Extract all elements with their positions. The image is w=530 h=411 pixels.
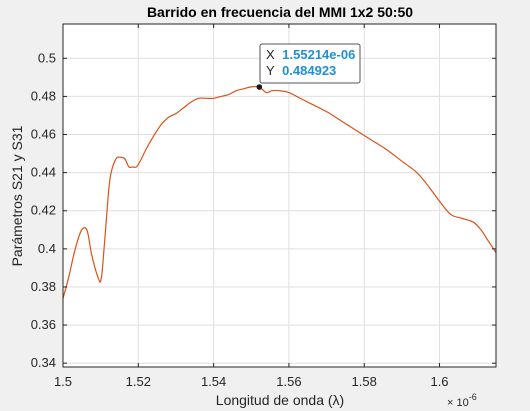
x-tick-label: 1.58: [352, 374, 377, 389]
x-tick-label: 1.56: [276, 374, 301, 389]
datatip-y-key: Y: [266, 63, 275, 78]
chart-title: Barrido en frecuencia del MMI 1x2 50:50: [147, 4, 413, 20]
x-exponent-base: × 10: [447, 397, 469, 409]
datatip-y-row: Y 0.484923: [266, 63, 336, 78]
x-tick-label: 1.54: [201, 374, 226, 389]
y-tick-label: 0.36: [31, 317, 56, 332]
x-axis-label: Longitud de onda (λ): [216, 392, 344, 408]
y-tick-label: 0.46: [31, 127, 56, 142]
y-axis-label: Parámetros S21 y S31: [9, 125, 25, 266]
tick-layer: 1.5 1.52 1.54 1.56 1.58 1.6 0.34 0.36 0.38 0.4 0.4…: [31, 24, 496, 389]
y-tick-label: 0.38: [31, 279, 56, 294]
datatip-x-row: X 1.55214e-06: [266, 47, 355, 62]
datatip-y-value: 0.484923: [282, 63, 336, 78]
x-tick-label: 1.5: [54, 374, 72, 389]
y-tick-label: 0.5: [38, 50, 56, 65]
datatip-x-key: X: [266, 47, 275, 62]
y-tick-label: 0.42: [31, 203, 56, 218]
y-tick-label: 0.4: [38, 241, 56, 256]
x-exponent: × 10-6: [447, 392, 477, 409]
datatip-box: [259, 43, 361, 84]
y-tick-label: 0.34: [31, 355, 56, 370]
data-layer: [62, 84, 497, 299]
datatip-x-value: 1.55214e-06: [282, 47, 355, 62]
x-tick-label: 1.52: [126, 374, 151, 389]
grid-lines: [62, 24, 496, 367]
x-tick-label: 1.6: [430, 374, 448, 389]
x-exponent-power: -6: [469, 392, 477, 402]
plot-border: [62, 23, 497, 368]
datatip-marker[interactable]: [256, 84, 263, 90]
y-tick-label: 0.44: [31, 165, 56, 180]
datatip[interactable]: X 1.55214e-06 Y 0.484923: [259, 43, 361, 84]
series-line[interactable]: [62, 85, 497, 299]
y-tick-label: 0.48: [31, 88, 56, 103]
